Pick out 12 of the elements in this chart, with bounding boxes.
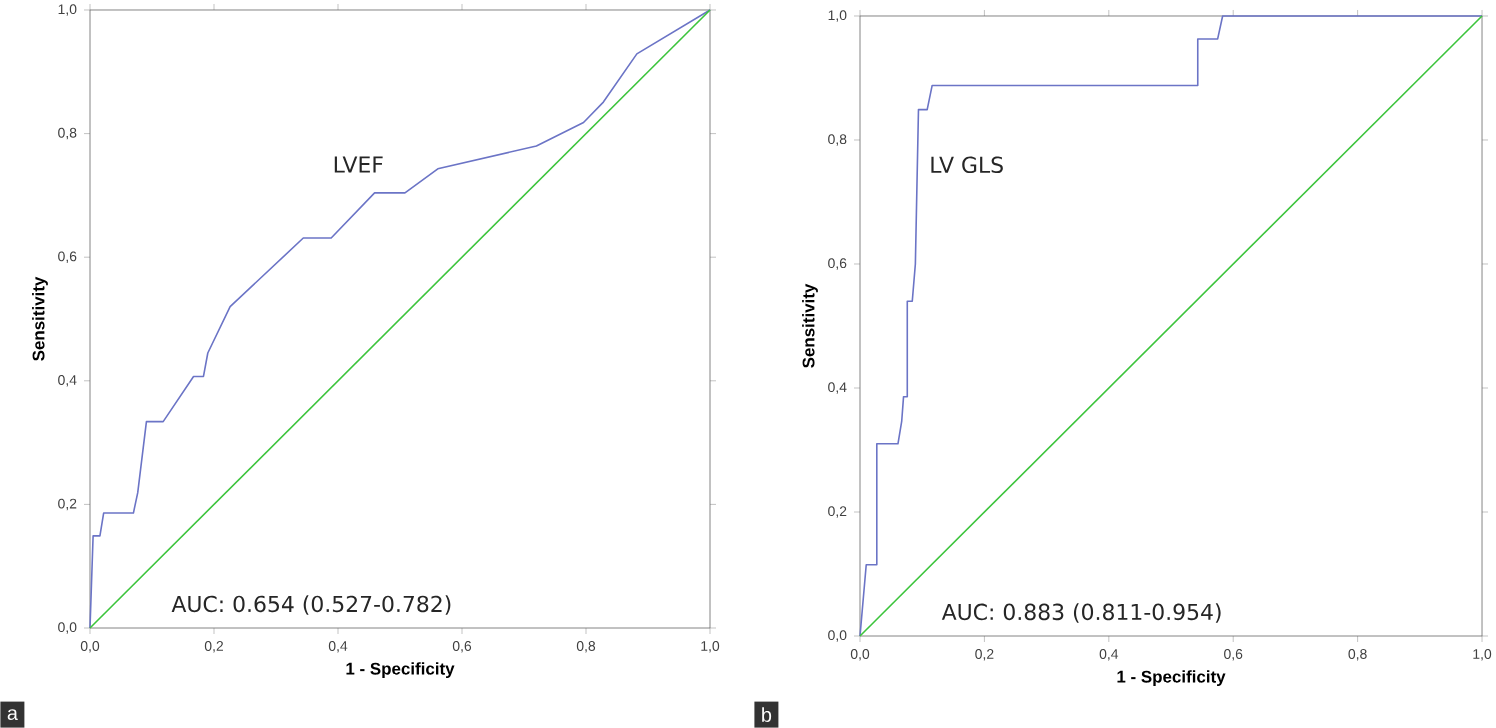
y-axis-title: Sensitivity [802, 283, 818, 368]
y-axis-title: Sensitivity [32, 276, 48, 361]
text: a [7, 709, 18, 721]
line-series [859, 15, 1483, 637]
x-axis-title: 1 - Specificity [346, 662, 455, 679]
annotation: AUC: 0.654 (0.527-0.782) [171, 595, 451, 615]
x-axis-title: 1 - Specificity [1117, 670, 1226, 687]
text: b [762, 707, 772, 722]
series-label: LV GLS [931, 156, 1003, 174]
line-series [89, 9, 711, 629]
annotation: AUC: 0.883 (0.811-0.954) [941, 603, 1221, 623]
series-label: LVEF [334, 156, 383, 173]
